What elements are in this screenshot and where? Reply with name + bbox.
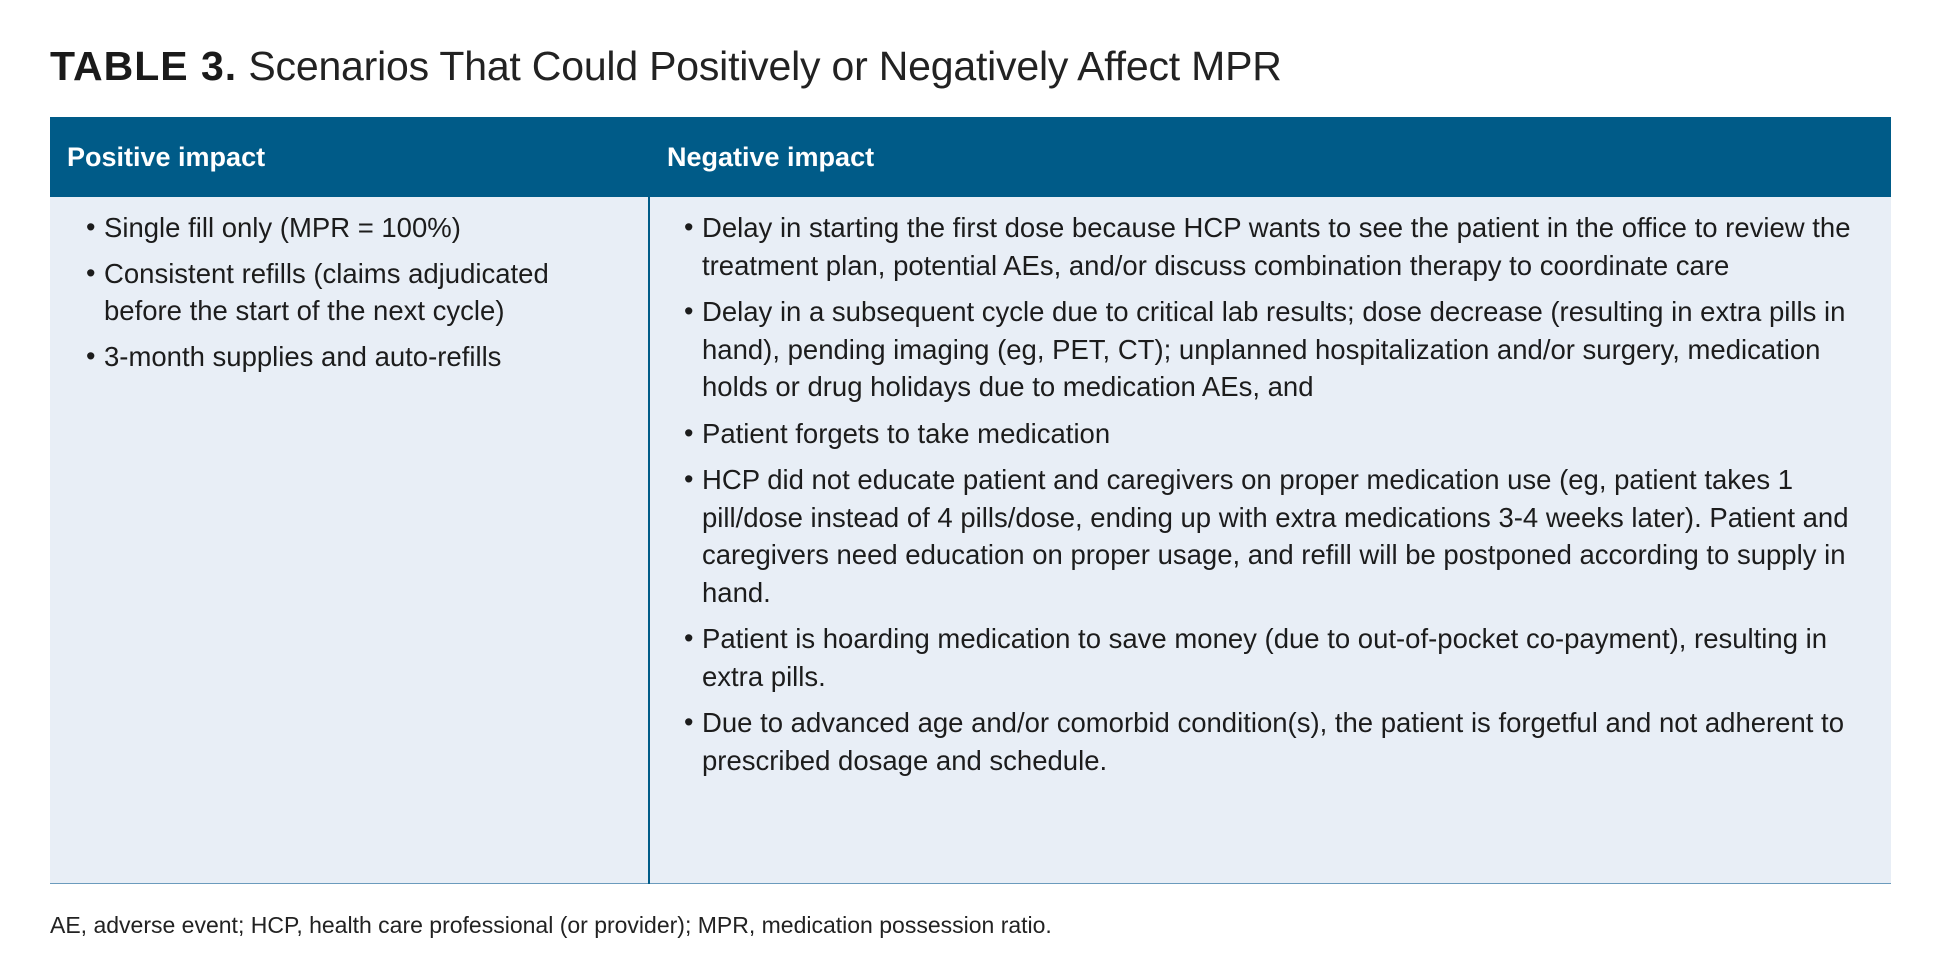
table-title-text: Scenarios That Could Positively or Negat… <box>248 43 1282 89</box>
negative-impact-list: • Delay in starting the first dose becau… <box>684 197 1862 779</box>
list-item-text: Consistent refills (claims adjudicated b… <box>104 257 549 327</box>
positive-impact-list: • Single fill only (MPR = 100%) • Consis… <box>86 197 624 376</box>
bullet-icon: • <box>86 257 96 288</box>
bullet-icon: • <box>86 340 96 371</box>
bullet-icon: • <box>684 464 694 494</box>
list-item-text: Patient forgets to take medication <box>702 417 1111 449</box>
list-item: • Delay in a subsequent cycle due to cri… <box>684 293 1862 406</box>
list-item: • 3-month supplies and auto-refills <box>86 338 624 376</box>
list-item: • Delay in starting the first dose becau… <box>684 209 1862 284</box>
list-item: • Patient is hoarding medication to save… <box>684 620 1862 695</box>
bullet-icon: • <box>684 623 694 653</box>
list-item-text: Delay in a subsequent cycle due to criti… <box>702 296 1846 402</box>
list-item-text: 3-month supplies and auto-refills <box>104 340 502 372</box>
list-item: • Due to advanced age and/or comorbid co… <box>684 704 1862 779</box>
list-item-text: HCP did not educate patient and caregive… <box>702 464 1849 608</box>
header-positive-impact: Positive impact <box>67 142 266 172</box>
list-item-text: Due to advanced age and/or comorbid cond… <box>702 707 1844 776</box>
list-item-text: Patient is hoarding medication to save m… <box>702 623 1828 692</box>
bullet-icon: • <box>684 417 694 448</box>
list-item: • HCP did not educate patient and caregi… <box>684 461 1862 611</box>
list-item: • Single fill only (MPR = 100%) <box>86 209 624 247</box>
column-divider <box>648 117 650 884</box>
table-footnote: AE, adverse event; HCP, health care prof… <box>50 912 1052 938</box>
list-item-text: Delay in starting the first dose because… <box>702 212 1851 281</box>
table-label: TABLE 3. <box>50 43 238 89</box>
list-item: • Patient forgets to take medication <box>684 415 1862 453</box>
bullet-icon: • <box>684 212 694 242</box>
bullet-icon: • <box>86 212 96 242</box>
table-header-row: Positive impact Negative impact <box>50 117 1891 197</box>
list-item: • Consistent refills (claims adjudicated… <box>86 255 624 330</box>
table-title: TABLE 3. Scenarios That Could Positively… <box>50 38 1282 94</box>
table: Positive impact Negative impact • Single… <box>50 117 1891 884</box>
bullet-icon: • <box>684 296 694 326</box>
bullet-icon: • <box>684 707 694 737</box>
header-negative-impact: Negative impact <box>667 142 875 172</box>
list-item-text: Single fill only (MPR = 100%) <box>104 212 461 243</box>
